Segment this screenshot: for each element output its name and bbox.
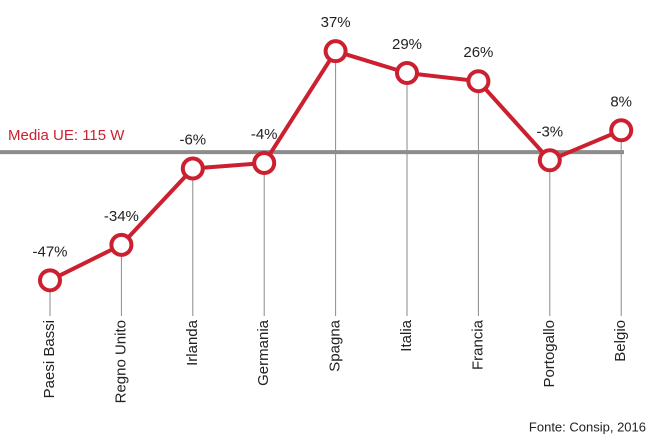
x-tick-label: Francia xyxy=(469,319,486,370)
marker xyxy=(38,268,62,293)
x-tick-label: Regno Unito xyxy=(112,320,129,403)
x-tick-label: Portogallo xyxy=(541,320,558,388)
x-tick-label: Spagna xyxy=(327,319,344,371)
data-label: -3% xyxy=(536,123,563,140)
marker xyxy=(252,151,277,176)
data-label: -4% xyxy=(251,126,278,143)
marker xyxy=(109,232,134,257)
marker xyxy=(609,118,634,143)
x-tick-label: Italia xyxy=(398,319,415,351)
source: Fonte: Consip, 2016 xyxy=(529,419,646,434)
x-tick-label: Irlanda xyxy=(184,319,201,366)
data-label: 26% xyxy=(463,44,493,61)
marker xyxy=(180,156,205,181)
marker xyxy=(395,61,419,86)
x-tick-label: Paesi Bassi xyxy=(41,320,58,398)
reference-label: Media UE: 115 W xyxy=(8,127,125,144)
x-tick-label: Germania xyxy=(255,319,272,386)
data-label: 37% xyxy=(321,14,351,31)
x-tick-label: Belgio xyxy=(612,320,629,362)
data-label: -34% xyxy=(104,208,139,225)
marker xyxy=(323,39,348,64)
marker xyxy=(466,69,491,94)
marker xyxy=(537,148,562,173)
data-label: -6% xyxy=(179,131,206,148)
data-label: -47% xyxy=(32,243,67,260)
data-label: 29% xyxy=(392,36,422,53)
data-label: 8% xyxy=(610,93,632,110)
